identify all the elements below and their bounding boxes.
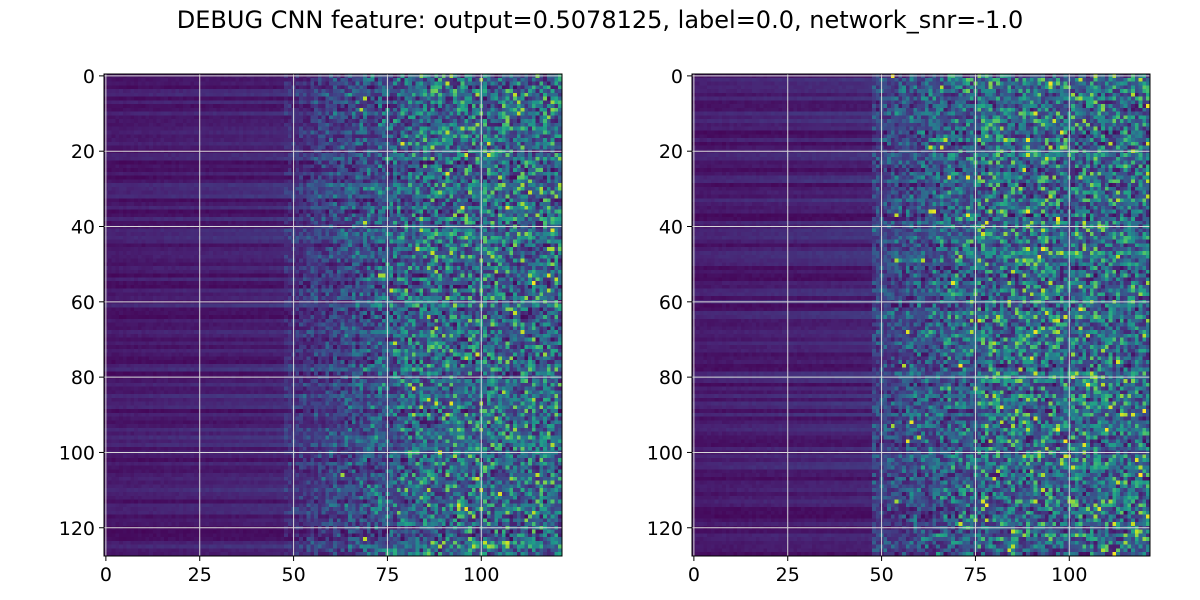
y-tick-label: 0 [83, 66, 95, 88]
plot-frame [103, 73, 563, 557]
y-tick-label: 20 [659, 141, 683, 163]
x-tick-label: 50 [869, 564, 893, 586]
figure-title: DEBUG CNN feature: output=0.5078125, lab… [176, 6, 1024, 34]
y-tick-label: 80 [71, 367, 95, 389]
x-tick-label: 75 [375, 564, 399, 586]
y-tick-label: 120 [647, 518, 683, 540]
y-tick-label: 20 [71, 141, 95, 163]
x-tick-label: 100 [1051, 564, 1087, 586]
x-tick-label: 75 [963, 564, 987, 586]
x-tick-label: 25 [188, 564, 212, 586]
y-tick-label: 120 [59, 518, 95, 540]
y-tick-label: 60 [71, 292, 95, 314]
y-tick-label: 40 [659, 217, 683, 239]
x-tick-label: 0 [688, 564, 700, 586]
y-tick-label: 60 [659, 292, 683, 314]
plot-frame [691, 73, 1151, 557]
y-tick-label: 100 [59, 442, 95, 464]
x-tick-label: 100 [463, 564, 499, 586]
x-tick-label: 0 [100, 564, 112, 586]
x-tick-label: 50 [281, 564, 305, 586]
x-tick-label: 25 [776, 564, 800, 586]
heatmap-image [692, 74, 1150, 556]
heatmap-image [104, 74, 562, 556]
y-tick-label: 80 [659, 367, 683, 389]
y-tick-label: 100 [647, 442, 683, 464]
y-tick-label: 40 [71, 217, 95, 239]
y-tick-label: 0 [671, 66, 683, 88]
